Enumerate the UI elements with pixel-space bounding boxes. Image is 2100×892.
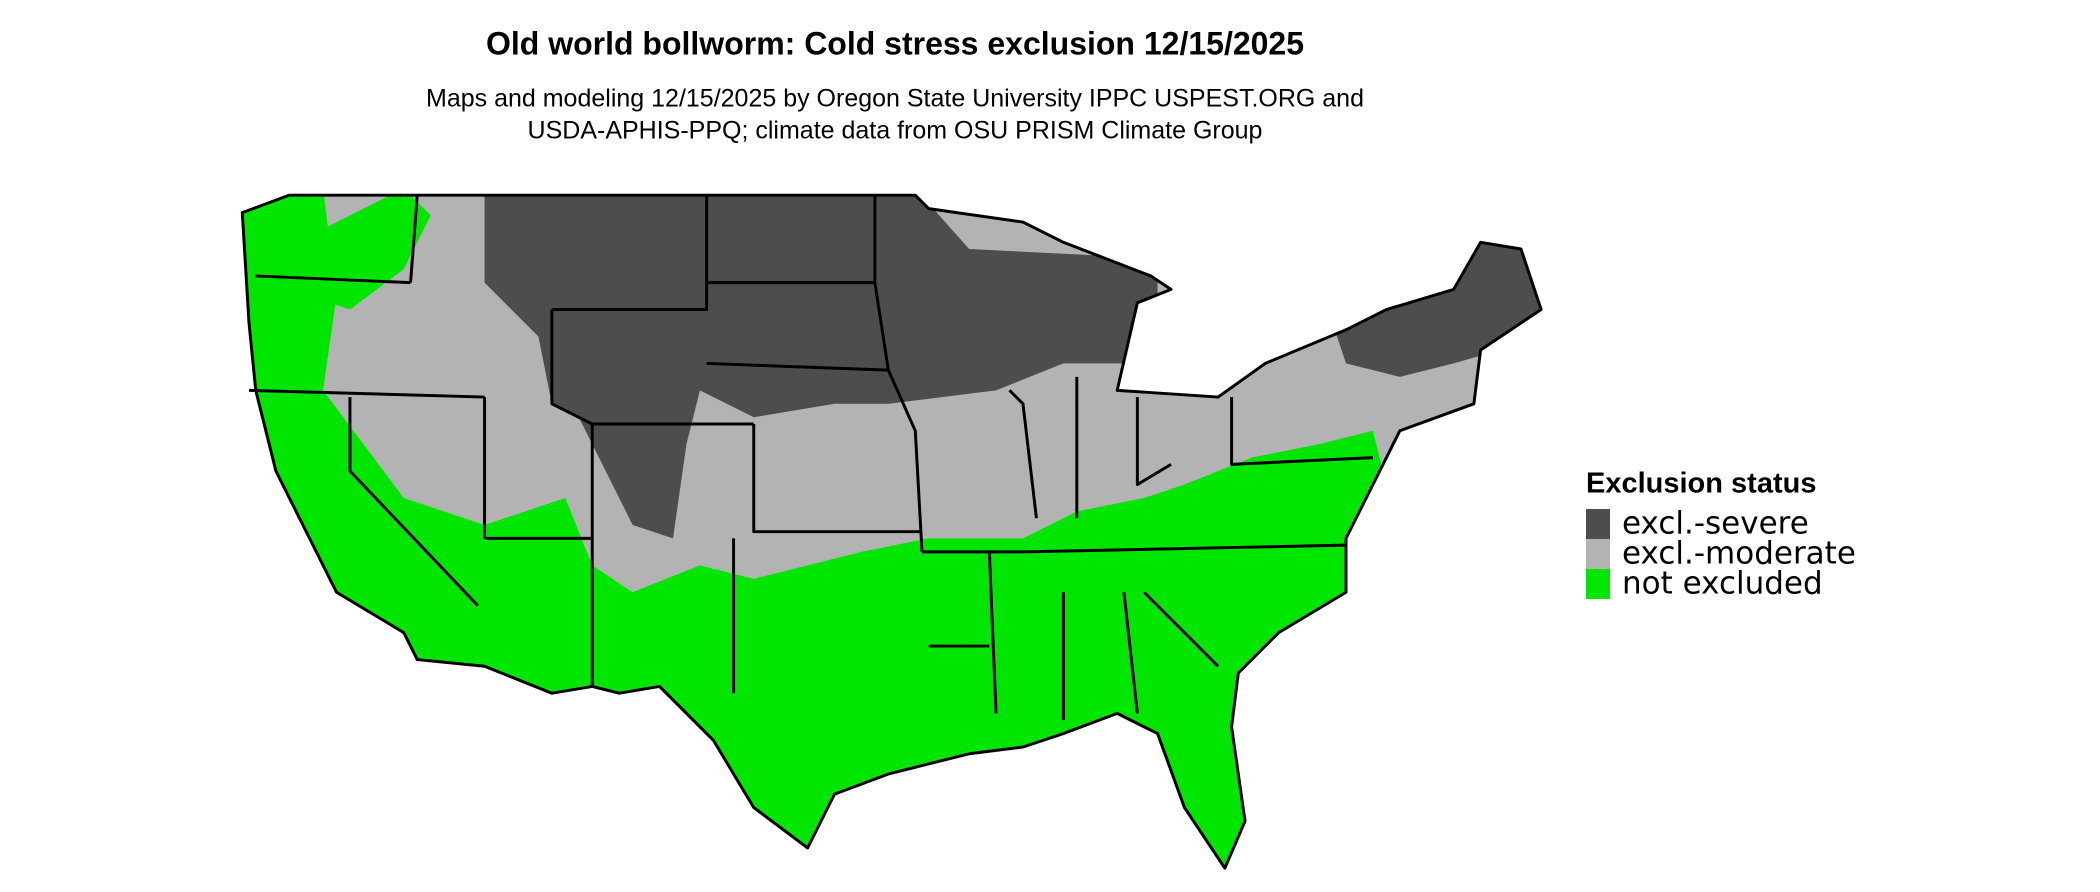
severe-area [969,249,1158,350]
severe-area [1332,228,1542,377]
subtitle: USDA-APHIS-PPQ; climate data from OSU PR… [528,117,1263,145]
legend-swatch [1586,509,1610,539]
title: Old world bollworm: Cold stress exclusio… [486,25,1304,61]
legend-title: Exclusion status [1586,468,1816,500]
legend-label: excl.-moderate [1622,536,1856,572]
map [240,193,1543,870]
legend-swatch [1586,539,1610,569]
subtitle: Maps and modeling 12/15/2025 by Oregon S… [426,85,1364,113]
legend-label: not excluded [1622,566,1823,602]
state-borders [240,193,1543,870]
legend-label: excl.-severe [1622,506,1809,542]
legend-swatch [1586,569,1610,599]
